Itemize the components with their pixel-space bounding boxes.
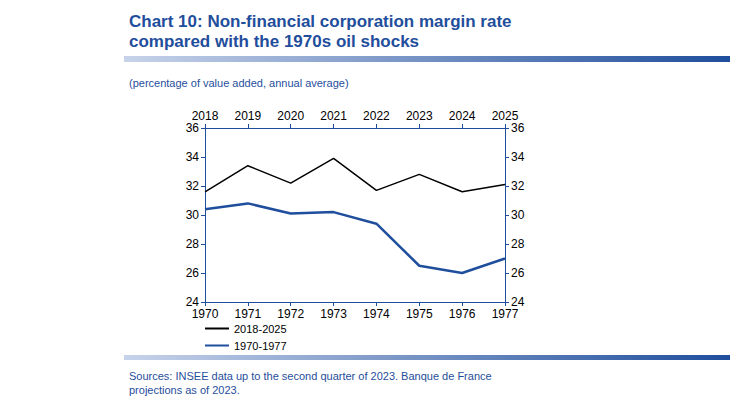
svg-text:36: 36 [511,121,525,135]
svg-text:1971: 1971 [235,307,262,321]
svg-text:1976: 1976 [449,307,476,321]
svg-text:24: 24 [511,295,525,309]
svg-text:(percentage of value added, an: (percentage of value added, annual avera… [129,77,349,89]
svg-text:2020: 2020 [277,109,304,123]
svg-text:2025: 2025 [492,109,519,123]
svg-text:28: 28 [511,237,525,251]
svg-text:2021: 2021 [320,109,347,123]
svg-text:1977: 1977 [492,307,519,321]
svg-text:28: 28 [186,237,200,251]
svg-text:1975: 1975 [406,307,433,321]
svg-text:compared with the 1970s oil sh: compared with the 1970s oil shocks [129,32,419,51]
svg-text:Chart 10: Non-financial corpor: Chart 10: Non-financial corporation marg… [129,12,516,31]
svg-text:2023: 2023 [406,109,433,123]
svg-text:2022: 2022 [363,109,390,123]
svg-text:24: 24 [185,295,199,309]
svg-text:34: 34 [511,150,525,164]
svg-text:32: 32 [186,179,200,193]
svg-text:1970-1977: 1970-1977 [234,340,287,352]
svg-text:1972: 1972 [277,307,304,321]
svg-text:26: 26 [186,266,200,280]
svg-text:Sources: INSEE data up to the: Sources: INSEE data up to the second qua… [129,370,495,382]
svg-text:1973: 1973 [320,307,347,321]
svg-text:1974: 1974 [363,307,390,321]
svg-text:2024: 2024 [449,109,476,123]
svg-text:projections as of 2023.: projections as of 2023. [129,384,240,396]
svg-text:34: 34 [186,150,200,164]
svg-text:32: 32 [511,179,525,193]
svg-text:2018-2025: 2018-2025 [234,323,287,335]
svg-text:2018: 2018 [192,109,219,123]
svg-text:1970: 1970 [192,307,219,321]
svg-text:36: 36 [186,121,200,135]
svg-text:30: 30 [186,208,200,222]
svg-text:26: 26 [511,266,525,280]
svg-text:2019: 2019 [235,109,262,123]
svg-text:30: 30 [511,208,525,222]
